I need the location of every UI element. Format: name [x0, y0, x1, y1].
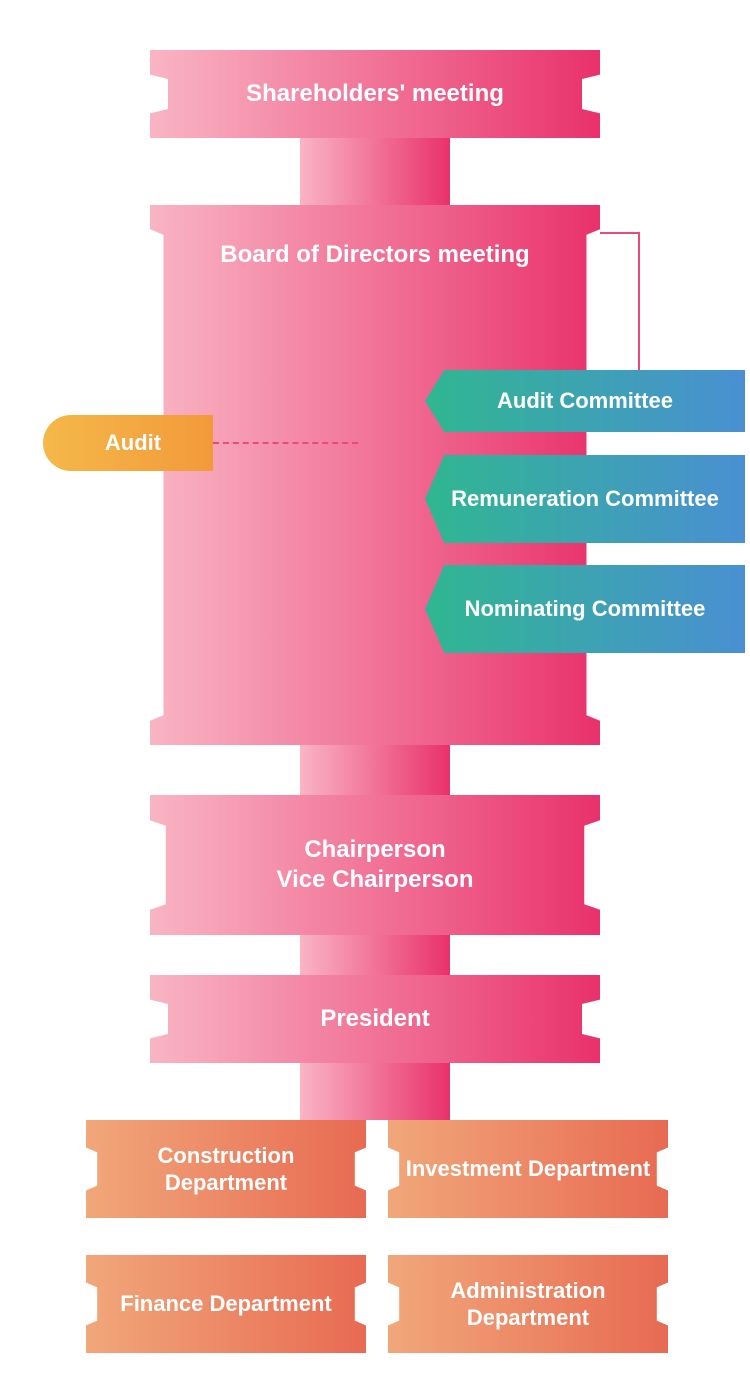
label-remuneration-committee: Remuneration Committee — [439, 485, 731, 513]
node-administration: Administration Department — [388, 1255, 668, 1353]
label-shareholders: Shareholders' meeting — [234, 79, 516, 109]
connector-board-committee-h — [600, 232, 640, 234]
node-nominating-committee: Nominating Committee — [425, 565, 745, 653]
node-finance: Finance Department — [86, 1255, 366, 1353]
node-investment: Investment Department — [388, 1120, 668, 1218]
connector-board-chair — [300, 745, 450, 795]
label-chairperson: Chairperson Vice Chairperson — [265, 835, 486, 895]
node-president: President — [150, 975, 600, 1063]
node-construction: Construction Department — [86, 1120, 366, 1218]
connector-shareholders-board — [300, 138, 450, 205]
label-audit: Audit — [93, 429, 173, 457]
label-administration: Administration Department — [388, 1277, 668, 1332]
label-construction: Construction Department — [86, 1142, 366, 1197]
label-president: President — [308, 1004, 441, 1034]
node-chairperson: Chairperson Vice Chairperson — [150, 795, 600, 935]
node-shareholders: Shareholders' meeting — [150, 50, 600, 138]
label-audit-committee: Audit Committee — [485, 387, 685, 415]
label-board: Board of Directors meeting — [208, 240, 541, 270]
connector-board-committee-v — [638, 232, 640, 370]
node-audit-committee: Audit Committee — [425, 370, 745, 432]
label-finance: Finance Department — [108, 1290, 344, 1318]
connector-audit-dash — [213, 442, 358, 444]
connector-president-depts — [300, 1063, 450, 1120]
connector-chair-president — [300, 935, 450, 975]
label-nominating-committee: Nominating Committee — [453, 595, 718, 623]
node-remuneration-committee: Remuneration Committee — [425, 455, 745, 543]
node-audit: Audit — [43, 415, 213, 471]
label-investment: Investment Department — [394, 1155, 663, 1183]
